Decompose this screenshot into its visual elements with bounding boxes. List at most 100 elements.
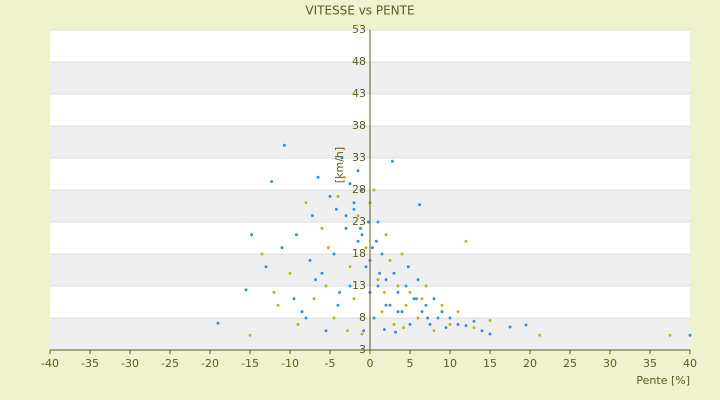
point [488,319,492,323]
point [370,246,374,250]
point [420,310,424,314]
point [374,239,378,243]
point [424,303,428,307]
point [392,271,396,275]
point [264,265,268,269]
x-tick-label: -20 [201,357,219,370]
y-axis-title: [km/h] [333,147,346,183]
point [400,310,404,314]
point [372,188,376,192]
y-tick-label: 38 [352,119,366,132]
point [328,194,332,198]
point [260,252,264,256]
point [294,233,298,237]
point [420,297,424,301]
point [428,322,432,326]
point [352,297,356,301]
point [378,271,382,275]
x-tick-label: -30 [121,357,139,370]
point [216,321,220,325]
point [336,303,340,307]
x-tick-label: 5 [407,357,414,370]
point [418,203,422,207]
point [280,246,284,250]
x-tick-label: 15 [483,357,497,370]
point [282,143,286,147]
point [348,284,352,288]
point [376,284,380,288]
point [440,310,444,314]
point [356,214,360,218]
x-tick-label: 0 [367,357,374,370]
x-tick-label: 10 [443,357,457,370]
point [426,316,430,320]
point [404,284,408,288]
x-tick-label: -15 [241,357,259,370]
point [508,325,512,329]
point [366,220,370,224]
point [392,322,396,326]
point [432,297,436,301]
point [388,258,392,262]
x-tick-label: -35 [81,357,99,370]
point [332,316,336,320]
point [356,239,360,243]
point [296,322,300,326]
point [408,322,412,326]
point [292,297,296,301]
x-tick-label: -5 [325,357,336,370]
point [396,290,400,294]
point [416,278,420,282]
point [488,332,492,336]
point [248,333,252,337]
point [390,159,394,163]
point [432,329,436,333]
point [324,329,328,333]
point [384,303,388,307]
point [406,265,410,269]
point [372,316,376,320]
point [352,201,356,205]
y-tick-label: 33 [352,151,366,164]
point [338,290,342,294]
point [360,233,364,237]
point [312,297,316,301]
point [364,265,368,269]
y-tick-label: 53 [352,23,366,36]
point [538,333,542,337]
point [524,323,528,327]
x-tick-label: 35 [643,357,657,370]
point [396,310,400,314]
y-tick-label: 18 [352,247,366,260]
point [384,278,388,282]
point [402,326,406,330]
point [396,284,400,288]
point [448,322,452,326]
y-tick-label: 8 [359,311,366,324]
point [414,297,418,301]
point [276,303,280,307]
point [308,258,312,262]
point [326,246,330,250]
point [288,271,292,275]
point [340,156,344,160]
point [364,246,368,250]
point [408,290,412,294]
x-tick-label: -40 [41,357,59,370]
point [440,303,444,307]
point [412,297,416,301]
point [348,265,352,269]
point [346,329,350,333]
point [332,252,336,256]
point [336,194,340,198]
point [272,290,276,294]
point [388,303,392,307]
point [356,169,360,173]
point [424,284,428,288]
point [316,175,320,179]
point [314,278,318,282]
x-axis-title: Pente [%] [636,374,690,387]
point [362,329,366,333]
point [456,322,460,326]
point [394,330,398,334]
